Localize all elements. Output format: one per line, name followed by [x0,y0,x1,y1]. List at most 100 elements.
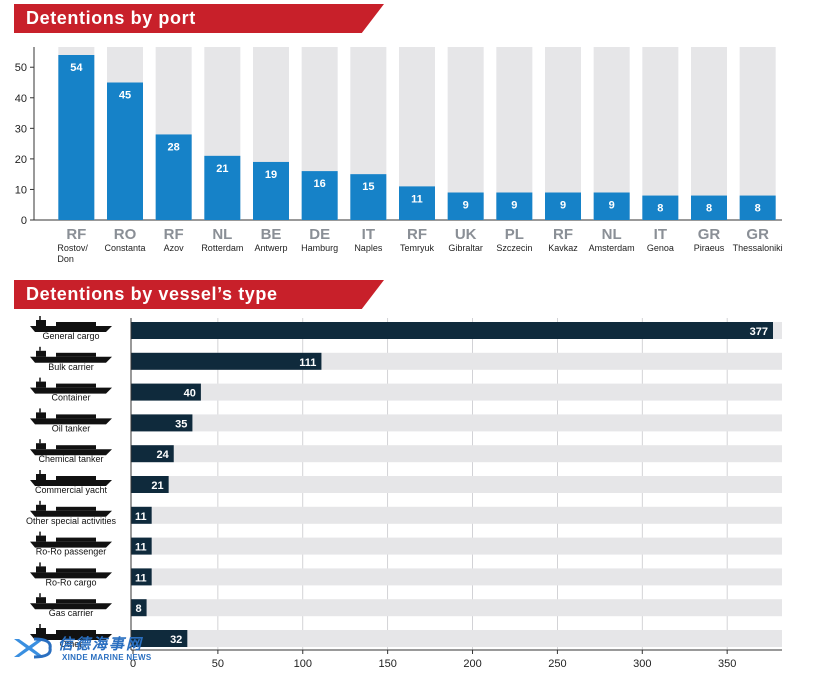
vessel-type-label: Other [60,639,83,649]
ship-hull [30,603,112,610]
x-tick-label: 350 [718,658,736,670]
country-code: IT [362,226,375,243]
vessel-type-label: Oil tanker [52,423,91,433]
ship-silhouette-icon [30,346,112,363]
bar-track [131,599,782,617]
ship-hull [30,387,112,394]
data-label: 8 [135,603,141,615]
country-code: RF [553,226,573,243]
bar [447,192,484,220]
x-tick-label: 100 [294,658,312,670]
data-label: 11 [135,572,147,584]
data-label: 28 [168,141,180,153]
port-label: Don [57,254,74,264]
ship-deck [56,414,96,419]
ship-deck [56,352,96,357]
ship-deck [56,476,96,480]
country-code: NL [602,226,622,243]
country-code: RF [164,226,184,243]
bar-track [131,476,782,493]
ship-deck [56,537,96,542]
data-label: 32 [170,634,182,646]
y-tick-label: 50 [15,62,27,74]
data-label: 8 [657,203,663,215]
bar [593,192,630,220]
bar [131,476,169,493]
country-code: RO [114,226,137,243]
bar [131,445,174,463]
bar-track [131,445,782,463]
bar [691,195,727,220]
ship-silhouette-icon [30,470,112,486]
type-chart-title: Detentions by vessel’s type [14,280,384,309]
data-label: 8 [706,203,712,215]
ship-hull [30,634,112,640]
country-code: NL [212,226,232,243]
ship-bridge [36,504,46,511]
ship-hull [30,541,112,548]
vessel-type-label: Other special activities [26,516,117,526]
ship-bridge [36,597,46,604]
port-label: Kavkaz [548,243,578,253]
bar-track [131,506,782,524]
bar [155,134,192,220]
bar-track [691,47,727,220]
data-label: 8 [755,203,761,215]
bar-track [739,47,776,220]
ship-bridge [36,566,46,573]
country-code: DE [309,226,330,243]
data-label: 21 [151,480,163,492]
y-tick-label: 0 [21,215,27,227]
y-tick-label: 20 [15,154,27,166]
ship-deck [56,599,96,604]
country-code: GR [698,226,721,243]
data-label: 16 [314,178,326,190]
bar [131,537,152,555]
country-code: RF [407,226,427,243]
bar [131,322,773,339]
vessel-type-label: Bulk carrier [48,362,94,372]
data-label: 11 [135,542,147,554]
port-label: Szczecin [496,243,532,253]
y-tick-label: 40 [15,93,27,105]
vessel-type-label: General cargo [42,331,99,341]
bar-track [496,47,533,220]
ship-bridge [36,474,46,480]
x-tick-label: 50 [212,658,224,670]
x-tick-label: 150 [378,658,396,670]
bar [301,171,338,220]
port-label: Genoa [647,243,674,253]
bar-track [131,630,782,647]
data-label: 21 [216,163,228,175]
country-code: IT [654,226,667,243]
data-label: 11 [411,193,423,205]
ship-silhouette-icon [30,531,112,548]
ship-bridge [36,412,46,419]
data-label: 9 [560,200,566,212]
data-label: 111 [299,357,316,369]
bar [131,414,193,432]
ship-hull [30,480,112,486]
y-tick-label: 30 [15,123,27,135]
bar-track [131,537,782,555]
ship-hull [30,572,112,579]
port-label: Rotterdam [201,243,243,253]
bar-track [593,47,630,220]
ship-silhouette-icon [30,377,112,394]
bar [58,55,95,220]
data-label: 15 [362,181,374,193]
watermark-en: XINDE MARINE NEWS [62,653,152,662]
country-code: BE [261,226,282,243]
ship-deck [56,506,96,511]
port-label: Amsterdam [589,243,635,253]
port-label: Antwerp [254,243,287,253]
ship-silhouette-icon [30,562,112,579]
vessel-type-label: Chemical tanker [38,454,103,464]
ship-hull [30,326,112,332]
ship-bridge [36,381,46,388]
data-label: 9 [463,200,469,212]
bar [131,599,147,617]
ship-bridge [36,320,46,326]
